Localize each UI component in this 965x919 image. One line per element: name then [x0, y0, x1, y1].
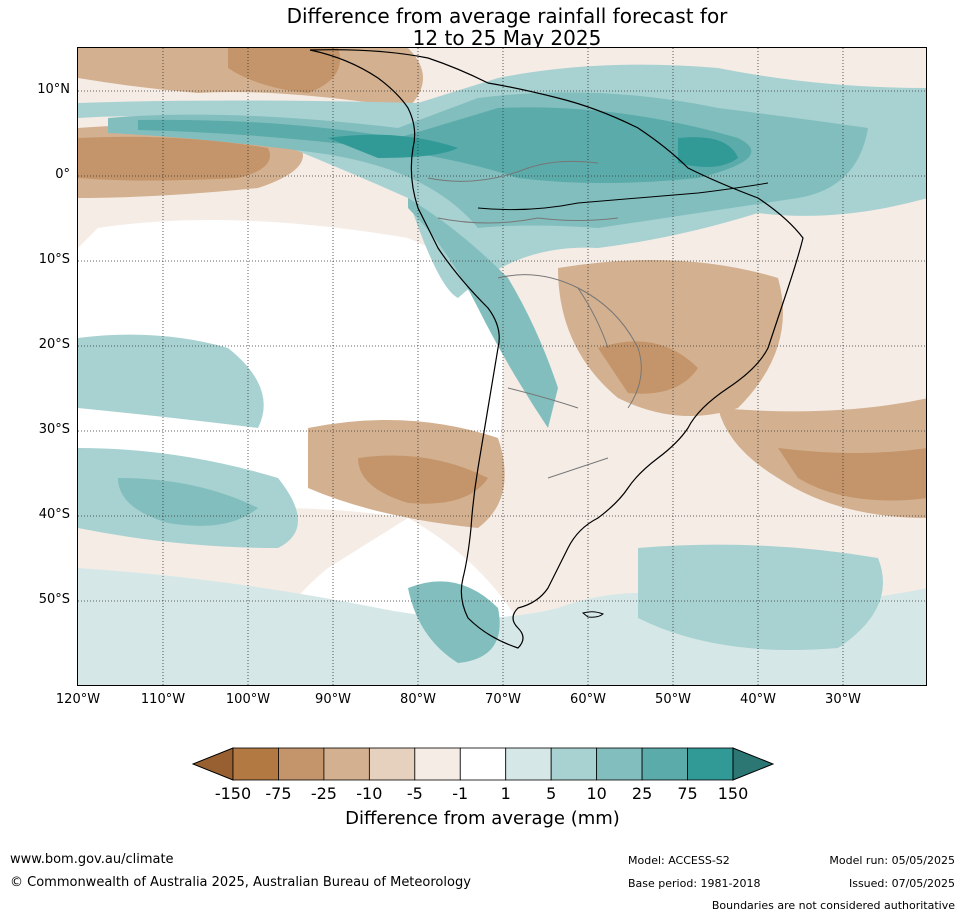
lon-label-40w: 40°W — [740, 692, 776, 707]
lon-label-110w: 110°W — [140, 692, 186, 707]
disclaimer-text: Boundaries are not considered authoritat… — [711, 899, 955, 912]
lon-label-120w: 120°W — [55, 692, 101, 707]
lat-label-20s: 20°S — [38, 337, 70, 352]
colorbar-swatch — [550, 747, 598, 781]
lon-label-90w: 90°W — [315, 692, 351, 707]
lon-label-70w: 70°W — [485, 692, 521, 707]
colorbar-swatch — [641, 747, 688, 781]
wet-region — [638, 544, 883, 650]
colorbar-ticks: -150 -75 -25 -10 -5 -1 1 5 10 25 75 150 — [0, 784, 965, 804]
lon-label-100w: 100°W — [225, 692, 271, 707]
wet-region — [408, 581, 500, 663]
colorbar-tick-label: 5 — [546, 784, 557, 803]
colorbar-swatch — [687, 747, 734, 781]
lon-label-50w: 50°W — [655, 692, 691, 707]
colorbar-extend-high — [732, 747, 775, 781]
dry-region — [778, 448, 926, 501]
lon-label-30w: 30°W — [825, 692, 861, 707]
wet-region — [78, 334, 264, 428]
wet-region — [78, 568, 926, 685]
dry-region — [358, 455, 488, 504]
dry-region — [228, 48, 340, 93]
colorbar — [191, 747, 775, 781]
colorbar-swatches — [191, 747, 775, 781]
colorbar-tick-label: 10 — [586, 784, 607, 803]
colorbar-tick-label: -1 — [452, 784, 469, 803]
colorbar-swatch — [232, 747, 279, 781]
rainfall-map — [77, 47, 927, 686]
copyright-text: © Commonwealth of Australia 2025, Austra… — [10, 875, 471, 890]
colorbar-tick-label: 75 — [677, 784, 698, 803]
colorbar-tick-label: -10 — [356, 784, 383, 803]
falkland-islands — [581, 611, 604, 618]
lat-label-10n: 10°N — [37, 82, 70, 97]
wet-region — [408, 198, 558, 428]
dry-region — [78, 136, 270, 181]
dry-region — [558, 260, 783, 416]
colorbar-swatch — [596, 747, 643, 781]
lat-label-50s: 50°S — [38, 592, 70, 607]
south-america-coastline — [309, 49, 804, 649]
colorbar-label: Difference from average (mm) — [345, 808, 620, 829]
colorbar-swatch — [459, 747, 507, 781]
model-text: Model: ACCESS-S2 — [628, 854, 730, 867]
title-line-1: Difference from average rainfall forecas… — [286, 4, 728, 28]
amazon-river — [477, 182, 769, 211]
wet-region — [328, 134, 458, 158]
colorbar-swatch — [414, 747, 461, 781]
issued-text: Issued: 07/05/2025 — [848, 877, 955, 890]
colorbar-swatch — [505, 747, 552, 781]
colorbar-tick-label: 150 — [717, 784, 749, 803]
colorbar-swatch — [323, 747, 370, 781]
lat-label-10s: 10°S — [38, 252, 70, 267]
colorbar-tick-label: -150 — [214, 784, 252, 803]
colorbar-tick-label: -5 — [406, 784, 423, 803]
graticule — [78, 48, 926, 685]
lon-label-60w: 60°W — [570, 692, 606, 707]
map-title: Difference from average rainfall forecas… — [0, 5, 965, 49]
lat-label-30s: 30°S — [38, 422, 70, 437]
colorbar-tick-label: -25 — [310, 784, 337, 803]
colorbar-extend-low — [191, 747, 234, 781]
colorbar-swatch — [368, 747, 416, 781]
model-run-text: Model run: 05/05/2025 — [829, 854, 955, 867]
title-line-2: 12 to 25 May 2025 — [412, 26, 602, 50]
wet-region — [678, 137, 738, 167]
country-borders — [427, 160, 642, 479]
colorbar-tick-label: 1 — [500, 784, 511, 803]
colorbar-tick-label: 25 — [631, 784, 653, 803]
lat-label-0: 0° — [55, 167, 70, 182]
colorbar-tick-label: -75 — [265, 784, 292, 803]
lat-label-40s: 40°S — [38, 507, 70, 522]
website-link[interactable]: www.bom.gov.au/climate — [10, 852, 174, 867]
lon-label-80w: 80°W — [400, 692, 436, 707]
colorbar-swatch — [278, 747, 325, 781]
wet-region — [118, 478, 258, 526]
base-period-text: Base period: 1981-2018 — [628, 877, 761, 890]
